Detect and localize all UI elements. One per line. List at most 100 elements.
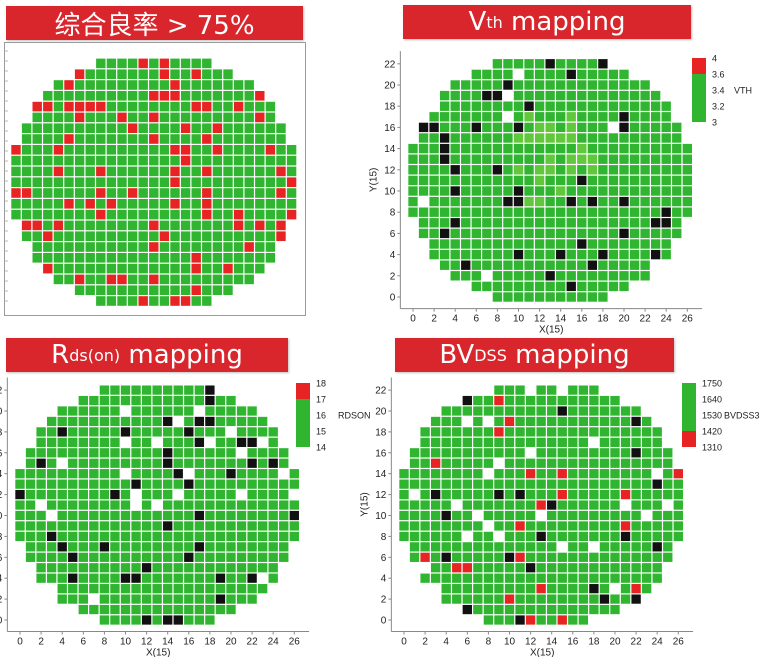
die-cell: [545, 228, 555, 239]
die-cell: [173, 385, 183, 395]
die-cell: [244, 231, 254, 241]
die-cell: [226, 531, 236, 542]
die-cell: [117, 101, 127, 112]
die-cell: [205, 615, 215, 625]
die-cell: [557, 458, 567, 468]
die-cell: [631, 563, 641, 573]
die-cell: [599, 521, 610, 531]
die-cell: [462, 458, 472, 468]
die-cell: [276, 177, 286, 187]
die-cell: [53, 242, 64, 252]
die-cell: [587, 80, 598, 90]
die-cell: [21, 220, 32, 231]
die-cell: [89, 552, 99, 562]
die-cell: [471, 207, 481, 217]
die-cell: [672, 122, 682, 133]
die-cell: [99, 479, 110, 489]
legend-param-label: VTH: [734, 86, 752, 96]
die-cell: [117, 80, 127, 90]
die-cell: [599, 500, 610, 510]
die-cell: [504, 469, 515, 479]
die-cell: [524, 154, 534, 164]
die-cell: [265, 134, 276, 144]
die-cell: [141, 437, 152, 447]
die-cell: [599, 458, 610, 468]
die-cell: [534, 281, 545, 292]
die-cell: [159, 263, 170, 274]
die-cell: [650, 90, 661, 101]
die-cell: [127, 91, 138, 101]
die-cell: [233, 134, 244, 144]
die-cell: [36, 542, 46, 552]
die-cell: [473, 489, 483, 500]
die-cell: [120, 395, 131, 406]
die-cell: [117, 177, 127, 187]
die-cell: [152, 552, 162, 562]
die-cell: [223, 285, 233, 295]
die-cell: [652, 489, 662, 500]
die-cell: [212, 155, 223, 166]
die-cell: [547, 542, 557, 552]
die-cell: [513, 196, 524, 207]
die-cell: [194, 437, 205, 447]
die-cell: [536, 594, 546, 604]
die-cell: [233, 80, 244, 90]
die-cell: [205, 469, 215, 479]
die-cell: [89, 573, 99, 583]
die-cell: [577, 207, 587, 217]
die-cell: [471, 228, 481, 239]
die-cell: [598, 165, 608, 175]
die-cell: [131, 427, 141, 437]
die-cell: [556, 80, 566, 90]
die-cell: [682, 154, 692, 164]
die-cell: [566, 239, 576, 249]
die-cell: [96, 274, 106, 285]
die-cell: [110, 563, 120, 573]
die-cell: [170, 69, 180, 79]
die-cell: [482, 154, 492, 164]
die-cell: [504, 395, 515, 406]
die-cell: [89, 510, 99, 521]
die-cell: [566, 186, 576, 196]
y-tick-label: 14: [375, 469, 387, 480]
die-cell: [106, 166, 117, 177]
die-cell: [547, 437, 557, 447]
die-cell: [556, 218, 566, 228]
die-cell: [577, 59, 587, 69]
die-cell: [25, 448, 36, 458]
die-cell: [503, 143, 513, 154]
die-cell: [524, 239, 534, 249]
die-cell: [36, 489, 46, 500]
die-cell: [268, 437, 278, 447]
die-cell: [599, 406, 610, 416]
die-cell: [205, 604, 215, 615]
die-cell: [32, 123, 42, 133]
die-cell: [629, 175, 640, 186]
die-cell: [85, 242, 95, 252]
die-cell: [159, 274, 170, 285]
die-cell: [492, 196, 503, 207]
die-cell: [191, 285, 201, 295]
die-cell: [599, 563, 610, 573]
die-cell: [226, 469, 236, 479]
die-cell: [53, 231, 64, 241]
die-cell: [11, 145, 21, 155]
die-cell: [194, 427, 205, 437]
die-cell: [279, 531, 289, 542]
die-cell: [547, 510, 557, 521]
die-cell: [138, 296, 148, 306]
die-cell: [180, 253, 191, 263]
die-cell: [202, 69, 212, 79]
die-cell: [89, 416, 99, 427]
die-cell: [110, 584, 120, 594]
die-cell: [566, 207, 576, 217]
die-cell: [629, 249, 640, 260]
die-cell: [180, 199, 191, 209]
die-cell: [661, 249, 671, 260]
die-cell: [504, 437, 515, 447]
die-cell: [461, 90, 471, 101]
die-cell: [534, 80, 545, 90]
die-cell: [247, 500, 257, 510]
die-cell: [536, 573, 546, 583]
die-cell: [461, 196, 471, 207]
